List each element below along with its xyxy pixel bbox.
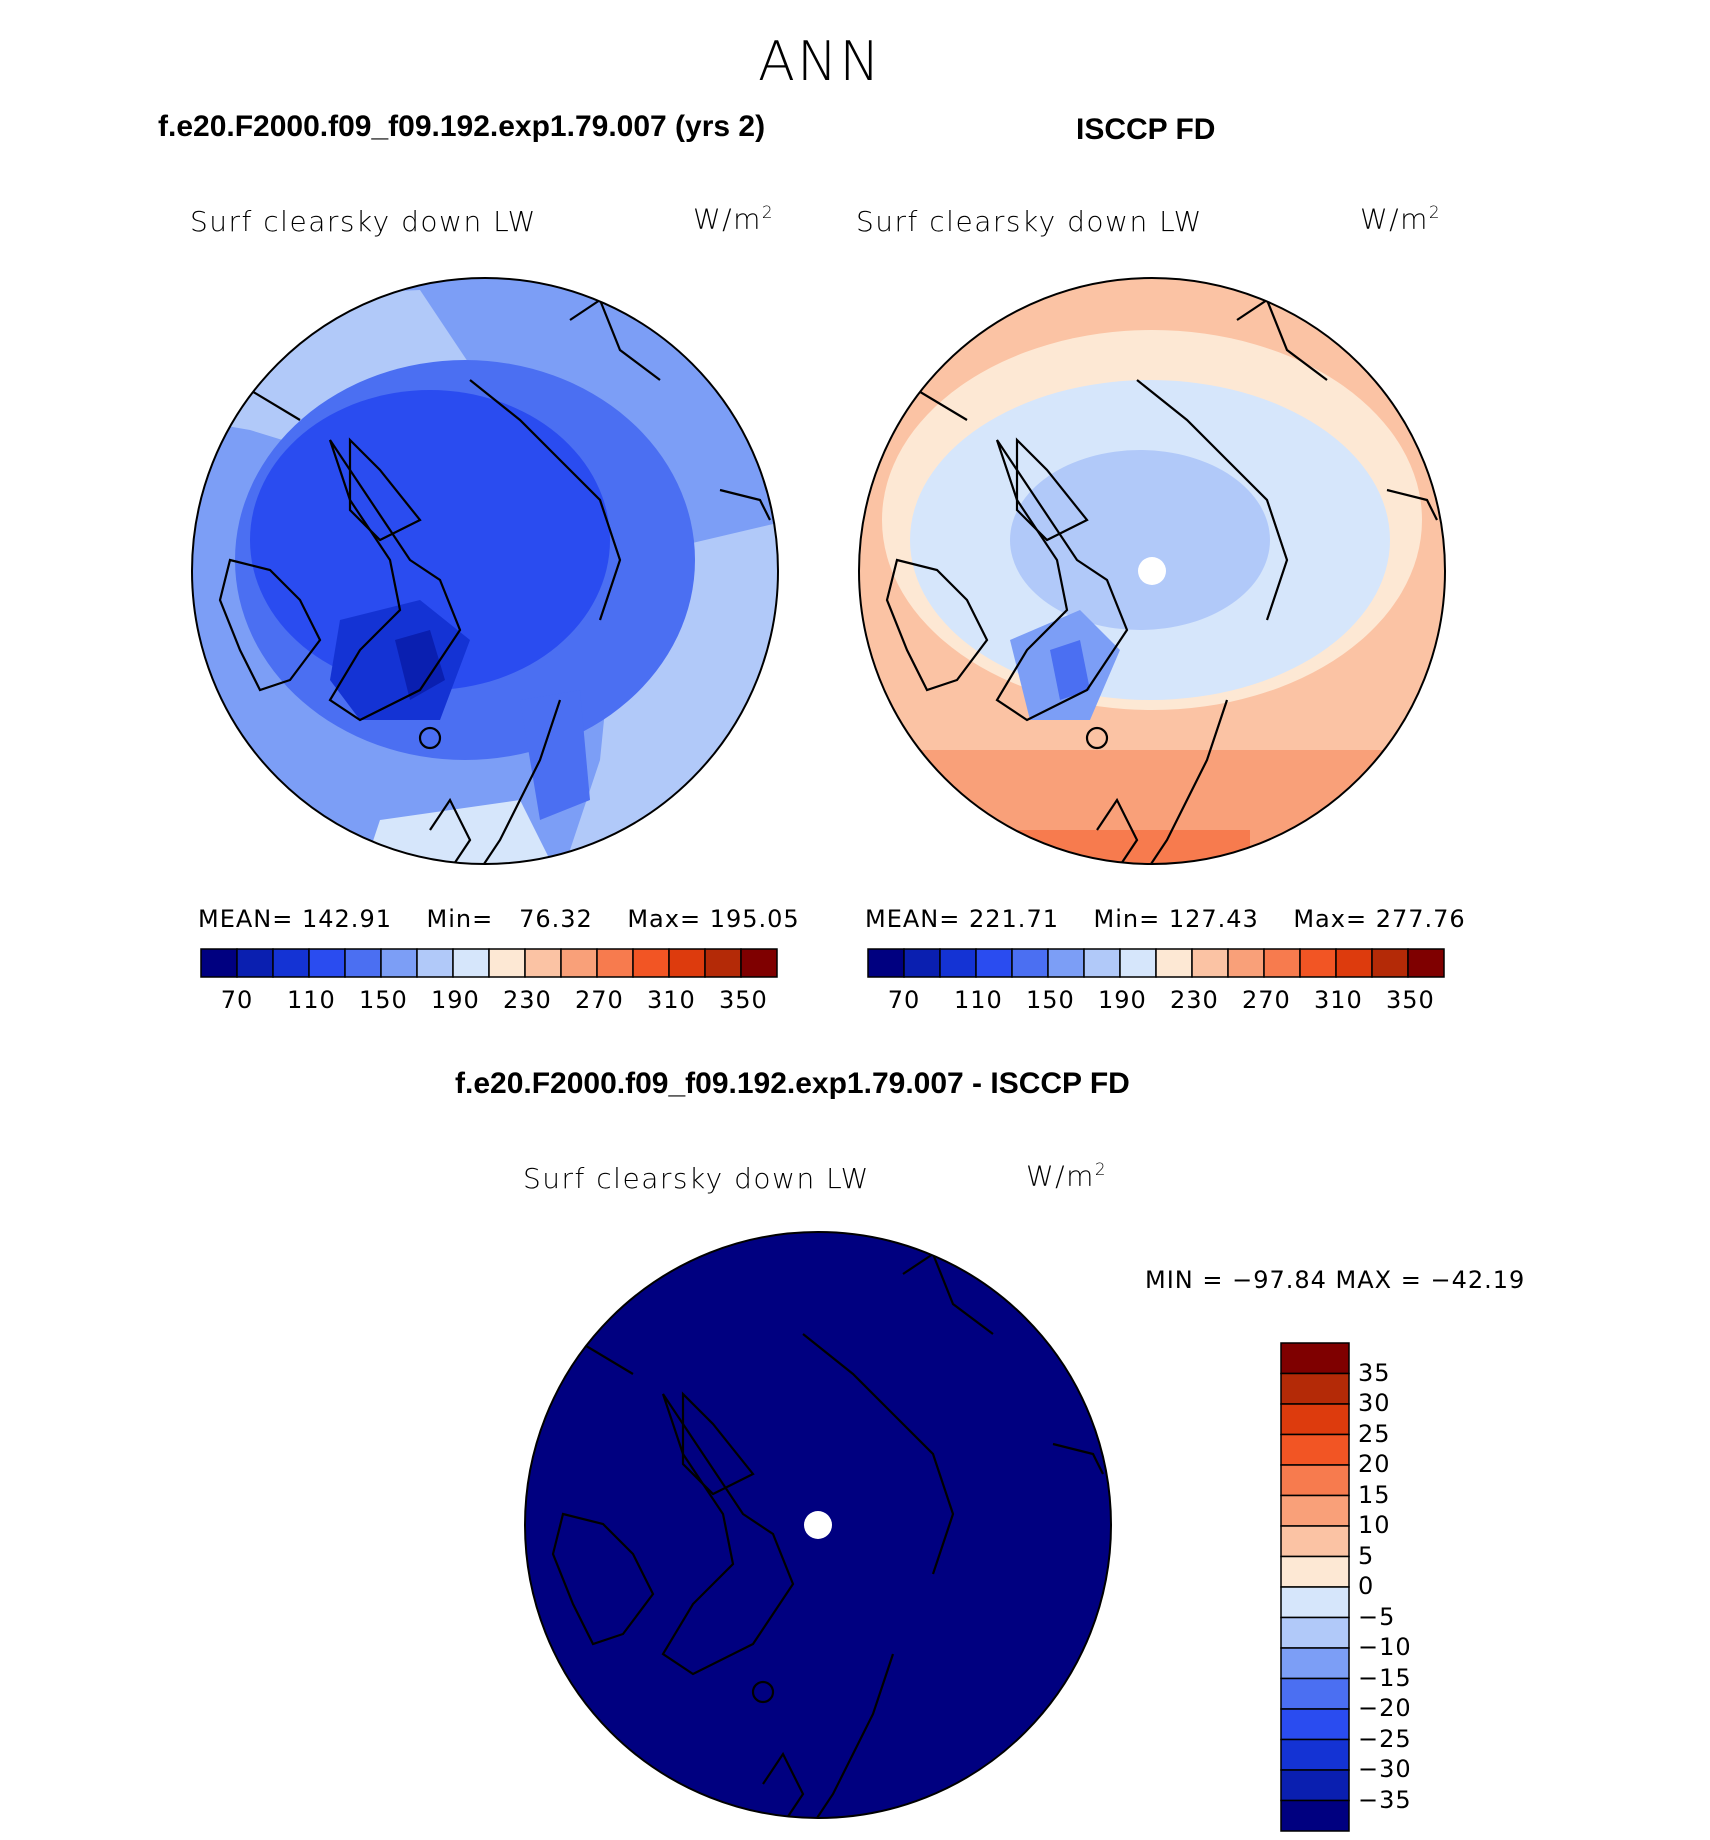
colorbar-swatch bbox=[1263, 948, 1301, 978]
colorbar-swatch bbox=[1280, 1525, 1350, 1558]
colorbar-swatch bbox=[1280, 1586, 1350, 1619]
panel-2-variable: Surf clearsky down LW bbox=[856, 205, 1203, 238]
colorbar-swatch bbox=[416, 948, 454, 978]
colorbar-swatch bbox=[1280, 1708, 1350, 1741]
colorbar-swatch bbox=[1280, 1799, 1350, 1832]
colorbar-tick-label: −5 bbox=[1358, 1602, 1396, 1631]
colorbar-swatch bbox=[1280, 1433, 1350, 1466]
diff-units: W/m2 bbox=[1026, 1159, 1108, 1193]
colorbar-swatch bbox=[1119, 948, 1157, 978]
colorbar-swatch bbox=[1371, 948, 1409, 978]
colorbar-tick-label: 190 bbox=[431, 986, 480, 1014]
colorbar-swatch bbox=[524, 948, 562, 978]
panel-1-stats: MEAN= 142.91 Min= 76.32 Max= 195.05 bbox=[198, 905, 800, 933]
colorbar-swatch bbox=[1280, 1342, 1350, 1375]
panel-2-title: ISCCP FD bbox=[1076, 113, 1216, 146]
colorbar-swatch bbox=[1280, 1677, 1350, 1710]
colorbar-swatch bbox=[1191, 948, 1229, 978]
colorbar-swatch bbox=[1011, 948, 1049, 978]
colorbar-swatch bbox=[1280, 1616, 1350, 1649]
colorbar-swatch bbox=[488, 948, 526, 978]
colorbar-swatch bbox=[867, 948, 905, 978]
colorbar-swatch bbox=[1280, 1769, 1350, 1802]
panel-2-stats: MEAN= 221.71 Min= 127.43 Max= 277.76 bbox=[865, 905, 1466, 933]
colorbar-swatch bbox=[704, 948, 742, 978]
colorbar-tick-label: −25 bbox=[1358, 1724, 1412, 1753]
panel-1-units: W/m2 bbox=[693, 202, 775, 236]
colorbar-tick-label: −10 bbox=[1358, 1633, 1412, 1661]
colorbar-tick-label: 310 bbox=[647, 986, 696, 1014]
colorbar-tick-label: 25 bbox=[1358, 1419, 1391, 1448]
colorbar-swatch bbox=[1280, 1555, 1350, 1588]
colorbar-tick-label: 350 bbox=[1386, 986, 1435, 1014]
diff-range: MIN = −97.84 MAX = −42.19 bbox=[1145, 1266, 1526, 1294]
colorbar-tick-label: 350 bbox=[719, 986, 768, 1014]
colorbar-swatch bbox=[452, 948, 490, 978]
colorbar-swatch bbox=[1280, 1494, 1350, 1527]
colorbar-tick-label: 310 bbox=[1314, 986, 1363, 1014]
colorbar-tick-label: 110 bbox=[954, 986, 1003, 1014]
colorbar-swatch bbox=[200, 948, 238, 978]
colorbar-swatch bbox=[236, 948, 274, 978]
colorbar-tick-label: 70 bbox=[887, 986, 921, 1014]
colorbar-swatch bbox=[1280, 1403, 1350, 1436]
colorbar-swatch bbox=[344, 948, 382, 978]
colorbar-swatch bbox=[632, 948, 670, 978]
colorbar-tick-label: 20 bbox=[1358, 1450, 1391, 1478]
colorbar-model bbox=[200, 948, 778, 978]
colorbar-diff bbox=[1280, 1342, 1350, 1832]
panel-1-variable: Surf clearsky down LW bbox=[190, 205, 537, 238]
colorbar-tick-label: −20 bbox=[1358, 1694, 1412, 1722]
colorbar-swatch bbox=[308, 948, 346, 978]
colorbar-swatch bbox=[1335, 948, 1373, 978]
colorbar-diff-labels: 35 30 25 20 15 10 5 0 −5 −10 −15 −20 −25 −30 −35 bbox=[1358, 1342, 1458, 1832]
colorbar-tick-label: 30 bbox=[1358, 1389, 1391, 1417]
colorbar-tick-label: 230 bbox=[1170, 986, 1219, 1014]
colorbar-tick-label: 150 bbox=[1026, 986, 1075, 1014]
colorbar-swatch bbox=[740, 948, 778, 978]
colorbar-obs-labels: 70 110 150 190 230 270 310 350 bbox=[867, 986, 1447, 1016]
colorbar-tick-label: 110 bbox=[287, 986, 336, 1014]
colorbar-swatch bbox=[272, 948, 310, 978]
colorbar-swatch bbox=[939, 948, 977, 978]
panel-2-units: W/m2 bbox=[1360, 202, 1442, 236]
colorbar-swatch bbox=[1299, 948, 1337, 978]
colorbar-swatch bbox=[1280, 1647, 1350, 1680]
colorbar-tick-label: 70 bbox=[220, 986, 254, 1014]
colorbar-tick-label: −35 bbox=[1358, 1785, 1412, 1814]
colorbar-swatch bbox=[1280, 1464, 1350, 1497]
colorbar-swatch bbox=[1155, 948, 1193, 978]
colorbar-tick-label: 270 bbox=[1242, 986, 1291, 1014]
diff-variable: Surf clearsky down LW bbox=[523, 1162, 870, 1195]
diff-title: f.e20.F2000.f09_f09.192.exp1.79.007 - IS… bbox=[455, 1067, 1130, 1100]
colorbar-swatch bbox=[596, 948, 634, 978]
colorbar-swatch bbox=[560, 948, 598, 978]
page-title: ANN bbox=[758, 30, 882, 93]
colorbar-tick-label: 15 bbox=[1358, 1480, 1391, 1509]
colorbar-swatch bbox=[1280, 1738, 1350, 1771]
colorbar-tick-label: 10 bbox=[1358, 1511, 1391, 1539]
colorbar-tick-label: 190 bbox=[1098, 986, 1147, 1014]
colorbar-swatch bbox=[1407, 948, 1445, 978]
colorbar-swatch bbox=[1280, 1372, 1350, 1405]
colorbar-swatch bbox=[1047, 948, 1085, 978]
colorbar-tick-label: −15 bbox=[1358, 1663, 1412, 1692]
colorbar-tick-label: 230 bbox=[503, 986, 552, 1014]
colorbar-tick-label: 150 bbox=[359, 986, 408, 1014]
colorbar-swatch bbox=[1083, 948, 1121, 978]
panel-1-title: f.e20.F2000.f09_f09.192.exp1.79.007 (yrs… bbox=[158, 110, 766, 143]
colorbar-tick-label: 0 bbox=[1358, 1572, 1375, 1600]
colorbar-tick-label: −30 bbox=[1358, 1755, 1412, 1783]
colorbar-tick-label: 270 bbox=[575, 986, 624, 1014]
colorbar-model-labels: 70 110 150 190 230 270 310 350 bbox=[200, 986, 780, 1016]
colorbar-tick-label: 35 bbox=[1358, 1358, 1391, 1387]
colorbar-swatch bbox=[380, 948, 418, 978]
colorbar-swatch bbox=[975, 948, 1013, 978]
colorbar-swatch bbox=[1227, 948, 1265, 978]
colorbar-tick-label: 5 bbox=[1358, 1541, 1375, 1570]
colorbar-swatch bbox=[903, 948, 941, 978]
colorbar-swatch bbox=[668, 948, 706, 978]
colorbar-obs bbox=[867, 948, 1445, 978]
